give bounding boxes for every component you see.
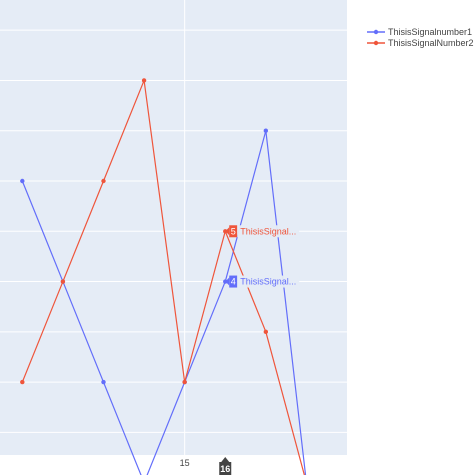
series-line-2 [21, 79, 305, 475]
hover-value: 5 [231, 226, 236, 236]
data-point[interactable] [141, 78, 147, 83]
x-axis-ticks: 15 [180, 458, 190, 468]
hover-value-box [229, 275, 238, 288]
hover-arrow [225, 227, 230, 236]
data-point[interactable] [263, 329, 269, 335]
series-line-1 [21, 130, 307, 475]
hover-series-name: ThisisSignal... [240, 277, 296, 287]
legend-label: ThisisSignalNumber2 [388, 38, 474, 48]
data-point[interactable] [182, 379, 187, 385]
data-point[interactable] [60, 279, 66, 284]
legend-swatch-marker [373, 40, 379, 46]
data-point[interactable] [101, 178, 106, 184]
data-point[interactable] [263, 128, 269, 133]
hover-name-box [237, 275, 300, 288]
legend-swatch-marker [373, 29, 379, 35]
hover-value: 4 [231, 277, 236, 287]
x-spike-value: 16 [220, 464, 230, 474]
hover-name-box [237, 225, 300, 238]
data-point[interactable] [20, 379, 25, 385]
hover-label: 4 ThisisSignal... [225, 275, 300, 288]
legend-item-1[interactable]: ThisisSignalnumber1 [367, 27, 472, 37]
x-spike-box [219, 462, 232, 475]
x-spike-label: 16 [219, 457, 232, 475]
hover-value-box [229, 225, 238, 238]
legend-label: ThisisSignalnumber1 [388, 27, 472, 37]
hover-series-name: ThisisSignal... [240, 226, 296, 236]
series-lines [20, 78, 307, 475]
data-point[interactable] [20, 178, 25, 184]
hover-label: 5 ThisisSignal... [225, 225, 300, 238]
hover-labels: 5 ThisisSignal... 4 ThisisSignal... 16 [219, 225, 300, 475]
x-spike-arrow [221, 457, 230, 462]
legend-item-2[interactable]: ThisisSignalNumber2 [367, 38, 474, 48]
x-tick-label: 15 [180, 458, 190, 468]
hover-arrow [225, 277, 230, 286]
data-point[interactable] [101, 379, 106, 385]
